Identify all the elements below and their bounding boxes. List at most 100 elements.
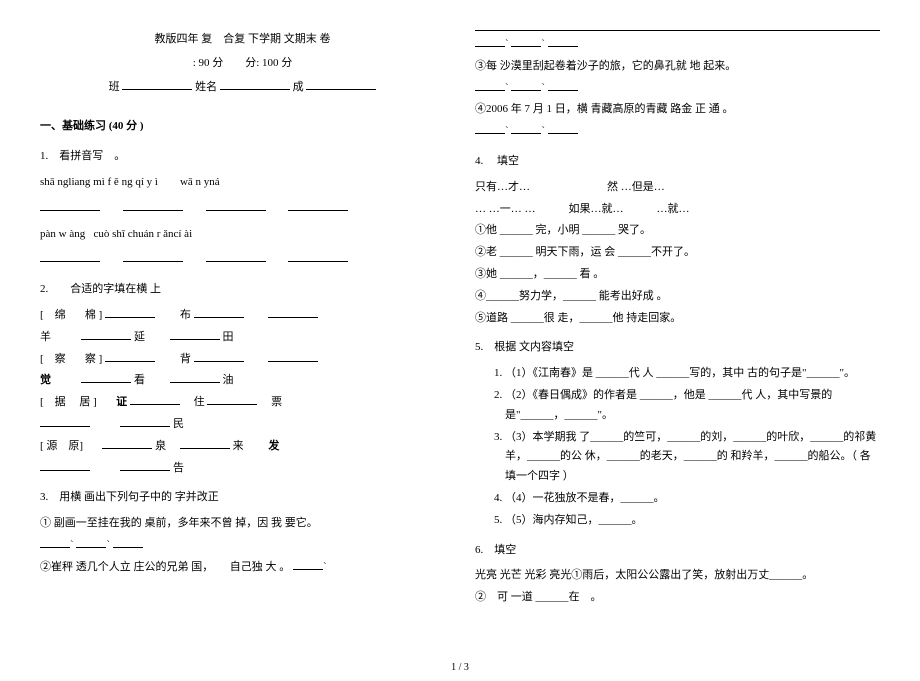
blank[interactable] [81, 371, 131, 383]
q1-pinyin-row2: pàn w àng cuò shī chuán r ǎncí ài [40, 225, 445, 245]
student-info: 班 姓名 成 [40, 78, 445, 98]
pinyin3: pàn w àng [40, 228, 85, 240]
blank[interactable] [206, 210, 266, 211]
rule [475, 30, 880, 31]
q1-title: 1. 看拼音写 。 [40, 147, 445, 167]
blank[interactable] [206, 261, 266, 262]
q2-title: 2. 合适的字填在横 上 [40, 280, 445, 300]
pinyin2: wā n yná [180, 176, 220, 188]
q2-row5: [ 据 居 ] 证 住 票 [40, 393, 445, 413]
exam-title: 教版四年 复 合复 下学期 文期末 卷 [40, 30, 445, 50]
blank[interactable] [207, 393, 257, 405]
blank[interactable] [40, 459, 90, 471]
class-blank[interactable] [122, 78, 192, 90]
q5-item1: （1）《江南春》是 ______代 人 ______写的，其中 古的句子是"__… [505, 364, 880, 384]
blank[interactable] [548, 35, 578, 47]
blank[interactable] [511, 79, 541, 91]
blank[interactable] [511, 35, 541, 47]
blank[interactable] [40, 536, 70, 548]
text: [ 察 [40, 353, 66, 365]
blank[interactable] [170, 328, 220, 340]
blank[interactable] [113, 536, 143, 548]
blank[interactable] [123, 210, 183, 211]
blank[interactable] [105, 306, 155, 318]
blank[interactable] [194, 350, 244, 362]
grade-blank[interactable] [306, 78, 376, 90]
blank[interactable] [288, 210, 348, 211]
text: 背 [180, 353, 191, 365]
class-label: 班 [109, 81, 120, 93]
text: 察 ] [85, 353, 102, 365]
q5-item4: （4）一花独放不是春，______。 [505, 489, 880, 509]
text: 延 [134, 331, 145, 343]
blank[interactable] [293, 558, 323, 570]
blank[interactable] [40, 210, 100, 211]
blank[interactable] [268, 306, 318, 318]
text: 棉 ] [85, 309, 102, 321]
q4-opts1: 只有…才… 然 …但是… [475, 178, 880, 198]
blank[interactable] [76, 536, 106, 548]
blank[interactable] [40, 415, 90, 427]
q4-s4: ④______努力学，______ 能考出好成 。 [475, 287, 880, 307]
q2-row4: 觉 看 油 [40, 371, 445, 391]
text: ②崔秤 透几个人立 庄公的兄弟 国， 自己独 大 。 [40, 561, 290, 573]
page-number: 1 / 3 [0, 662, 920, 673]
blank[interactable] [548, 122, 578, 134]
blank[interactable] [475, 35, 505, 47]
blank[interactable] [194, 306, 244, 318]
blank[interactable] [81, 328, 131, 340]
q2-row2: 羊 延 田 [40, 328, 445, 348]
blank[interactable] [511, 122, 541, 134]
blank[interactable] [288, 261, 348, 262]
text: 泉 [155, 440, 166, 452]
q3-s2-blanks: ` ` [475, 35, 880, 55]
grade-label: 成 [293, 81, 304, 93]
blank[interactable] [475, 79, 505, 91]
q6-line1: 光亮 光芒 光彩 亮光①雨后，太阳公公露出了笑，放射出万丈______。 [475, 566, 880, 586]
q6-line2: ② 可 一道 ______在 。 [475, 588, 880, 608]
q4-opts2: … …一… … 如果…就… …就… [475, 200, 880, 220]
q5-list: （1）《江南春》是 ______代 人 ______写的，其中 古的句子是"__… [475, 364, 880, 530]
pinyin1: shā ngliang mì f ē ng qí y ì [40, 176, 158, 188]
text: 发 [268, 440, 279, 452]
blank[interactable] [170, 371, 220, 383]
q2-row3: [ 察 察 ] 背 [40, 350, 445, 370]
blank[interactable] [40, 261, 100, 262]
text: 布 [180, 309, 191, 321]
blank[interactable] [102, 437, 152, 449]
name-blank[interactable] [220, 78, 290, 90]
q5-item5: （5）海内存知己，______。 [505, 511, 880, 531]
q3-s1-blanks: ` ` [40, 536, 445, 556]
right-column: ` ` ③每 沙漠里刮起卷着沙子的旅，它的鼻孔就 地 起来。 ` ` ④2006… [475, 30, 880, 610]
score-label: 分: 100 分 [245, 57, 292, 69]
q3-s3: ③每 沙漠里刮起卷着沙子的旅，它的鼻孔就 地 起来。 [475, 57, 880, 77]
text: [ 源 原] [40, 440, 83, 452]
blank[interactable] [123, 261, 183, 262]
q4-s1: ①他 ______ 完，小明 ______ 哭了。 [475, 221, 880, 241]
text: [ 绵 [40, 309, 66, 321]
q2-row6: 民 [40, 415, 445, 435]
q1-blank-row1 [40, 199, 445, 219]
text: 油 [223, 374, 234, 386]
q4-s2: ②老 ______ 明天下雨，运 会 ______不开了。 [475, 243, 880, 263]
q1-blank-row2 [40, 250, 445, 270]
blank[interactable] [120, 415, 170, 427]
time-label: : 90 分 [193, 57, 224, 69]
blank[interactable] [548, 79, 578, 91]
q5-item2: （2）《春日偶成》的作者是 ______，他是 ______代 人，其中写景的是… [505, 386, 880, 426]
blank[interactable] [268, 350, 318, 362]
q3-s3-blanks: ` ` [475, 79, 880, 99]
text: 告 [173, 462, 184, 474]
text: 票 [271, 396, 282, 408]
text: 民 [173, 418, 184, 430]
text: 证 [116, 396, 127, 408]
pinyin4: cuò shī chuán r ǎncí ài [93, 228, 192, 240]
blank[interactable] [180, 437, 230, 449]
blank[interactable] [475, 122, 505, 134]
blank[interactable] [120, 459, 170, 471]
text: [ 据 [40, 396, 66, 408]
text: 看 [134, 374, 145, 386]
q3-s2: ②崔秤 透几个人立 庄公的兄弟 国， 自己独 大 。 ` [40, 558, 445, 578]
blank[interactable] [130, 393, 180, 405]
blank[interactable] [105, 350, 155, 362]
